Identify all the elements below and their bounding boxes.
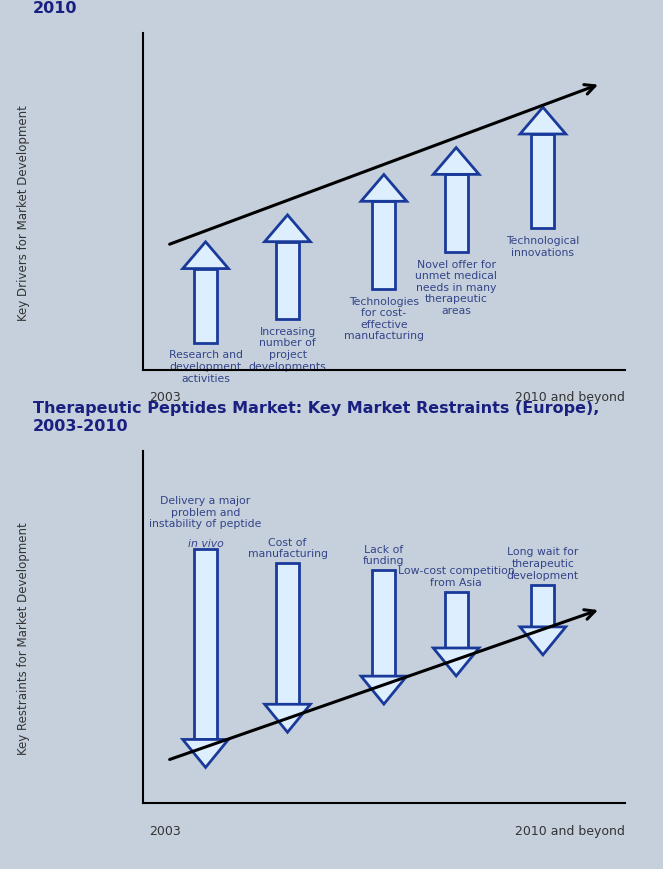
Text: 2003: 2003 bbox=[149, 825, 181, 838]
Text: Research and
development
activities: Research and development activities bbox=[168, 350, 243, 383]
Text: Therapeutic Peptides Market: Key Market Drivers (Europe), 2003-
2010: Therapeutic Peptides Market: Key Market … bbox=[33, 0, 629, 17]
FancyBboxPatch shape bbox=[445, 592, 468, 648]
Text: in vivo: in vivo bbox=[188, 540, 223, 549]
Text: Therapeutic Peptides Market: Key Market Restraints (Europe),
2003-2010: Therapeutic Peptides Market: Key Market … bbox=[33, 401, 599, 434]
Polygon shape bbox=[265, 704, 310, 733]
FancyBboxPatch shape bbox=[445, 175, 468, 252]
Y-axis label: Key Restraints for Market Development: Key Restraints for Market Development bbox=[17, 522, 30, 755]
Polygon shape bbox=[520, 107, 566, 134]
Text: Low-cost competition
from Asia: Low-cost competition from Asia bbox=[398, 566, 514, 587]
Polygon shape bbox=[434, 148, 479, 175]
FancyBboxPatch shape bbox=[276, 563, 299, 704]
FancyBboxPatch shape bbox=[194, 269, 217, 342]
FancyBboxPatch shape bbox=[194, 549, 217, 740]
Text: 2010 and beyond: 2010 and beyond bbox=[515, 825, 625, 838]
Y-axis label: Key Drivers for Market Development: Key Drivers for Market Development bbox=[17, 105, 30, 321]
Text: Delivery a major
problem and
instability of peptide: Delivery a major problem and instability… bbox=[149, 496, 262, 529]
FancyBboxPatch shape bbox=[373, 202, 395, 289]
Text: Technologies
for cost-
effective
manufacturing: Technologies for cost- effective manufac… bbox=[344, 296, 424, 342]
Text: 2003: 2003 bbox=[149, 391, 181, 404]
FancyBboxPatch shape bbox=[531, 134, 554, 229]
Text: Lack of
funding: Lack of funding bbox=[363, 545, 404, 567]
FancyBboxPatch shape bbox=[531, 585, 554, 627]
Polygon shape bbox=[434, 648, 479, 676]
Polygon shape bbox=[183, 242, 229, 269]
FancyBboxPatch shape bbox=[276, 242, 299, 319]
Polygon shape bbox=[361, 676, 406, 704]
Text: Novel offer for
unmet medical
needs in many
therapeutic
areas: Novel offer for unmet medical needs in m… bbox=[415, 260, 497, 316]
Text: Long wait for
therapeutic
development: Long wait for therapeutic development bbox=[507, 547, 579, 580]
Text: Cost of
manufacturing: Cost of manufacturing bbox=[247, 538, 328, 560]
Polygon shape bbox=[265, 215, 310, 242]
Polygon shape bbox=[520, 627, 566, 655]
Text: Increasing
number of
project
developments: Increasing number of project development… bbox=[249, 327, 326, 372]
Text: 2010 and beyond: 2010 and beyond bbox=[515, 391, 625, 404]
FancyBboxPatch shape bbox=[373, 570, 395, 676]
Polygon shape bbox=[361, 175, 406, 202]
Text: Technological
innovations: Technological innovations bbox=[507, 236, 579, 257]
Polygon shape bbox=[183, 740, 229, 767]
